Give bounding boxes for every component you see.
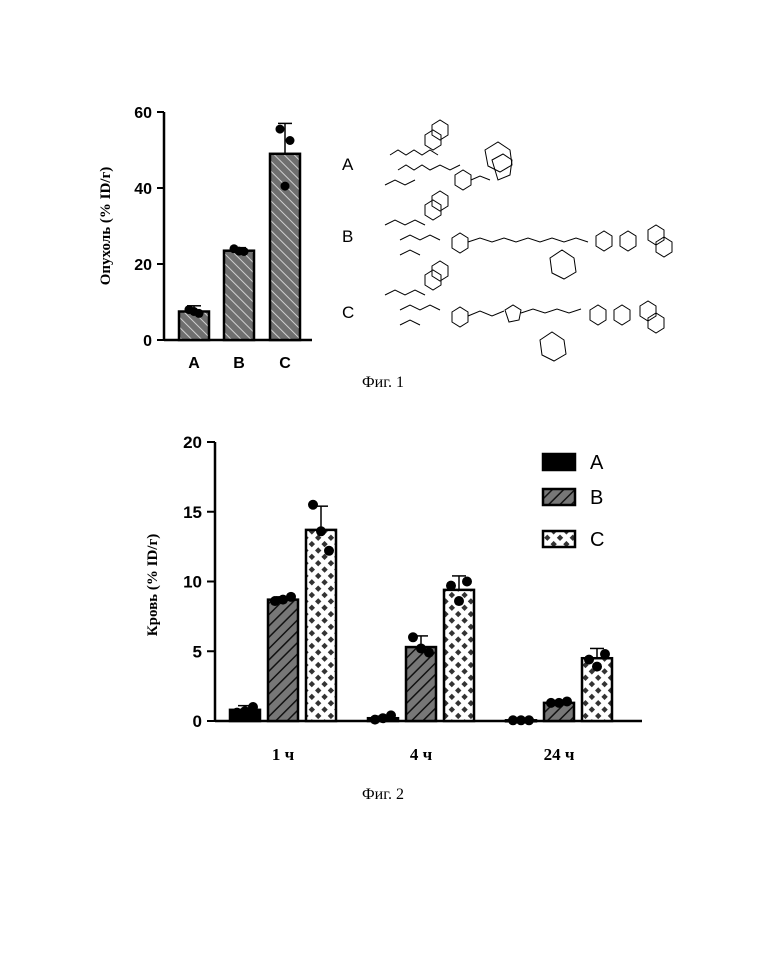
figure2-y-tick-label: 10 bbox=[183, 573, 202, 592]
figure2-bar-C bbox=[444, 590, 474, 721]
legend-label-B: B bbox=[590, 487, 603, 509]
chemical-structure-a bbox=[385, 120, 512, 190]
figure2-data-point bbox=[600, 649, 610, 659]
figure1-y-tick-label: 40 bbox=[134, 181, 152, 198]
legend-swatch-C bbox=[543, 531, 575, 547]
figure2-legend: ABC bbox=[543, 452, 604, 551]
figure2-y-tick-label: 15 bbox=[183, 503, 202, 522]
structure-label-A: A bbox=[342, 155, 354, 174]
legend-swatch-B bbox=[543, 489, 575, 505]
figure2-y-tick-label: 5 bbox=[193, 642, 202, 661]
figure2-data-point bbox=[408, 632, 418, 642]
figure2-data-point bbox=[462, 577, 472, 587]
legend-label-A: A bbox=[590, 452, 604, 474]
figure2-data-point bbox=[316, 526, 326, 536]
figure1-x-label: A bbox=[188, 355, 200, 372]
figure1-data-point bbox=[276, 125, 285, 134]
figure2-bar-B bbox=[268, 600, 298, 721]
figure1-y-ticks: 0 20 40 60 bbox=[134, 105, 164, 350]
figure1-x-labels: A B C bbox=[188, 355, 291, 372]
figure2-y-tick-label: 20 bbox=[183, 433, 202, 452]
figure1-x-label: B bbox=[233, 355, 245, 372]
figure2-data-point bbox=[516, 715, 526, 725]
figure2-data-point bbox=[324, 546, 334, 556]
legend-swatch-A bbox=[543, 454, 575, 470]
figure2-bar-B bbox=[406, 647, 436, 721]
figure2-x-label: 4 ч bbox=[410, 745, 433, 764]
figure2-data-point bbox=[554, 698, 564, 708]
figure1-data-point bbox=[190, 307, 199, 316]
structure-label-B: B bbox=[342, 227, 353, 246]
figure2-data-point bbox=[592, 662, 602, 672]
figure2-data-point bbox=[378, 713, 388, 723]
figure2-y-ticks: 0 5 10 15 20 bbox=[183, 433, 215, 731]
figure1-caption: Фиг. 1 bbox=[362, 374, 404, 392]
figure2-data-point bbox=[278, 595, 288, 605]
figure1-data-point bbox=[281, 182, 290, 191]
figure1-y-tick-label: 20 bbox=[134, 257, 152, 274]
figure2-y-tick-label: 0 bbox=[193, 712, 202, 731]
figure2-x-label: 1 ч bbox=[272, 745, 295, 764]
structure-label-C: C bbox=[342, 303, 354, 322]
chemical-structure-b bbox=[385, 191, 672, 279]
figure2-caption: Фиг. 2 bbox=[362, 786, 404, 804]
figure2-y-axis-label: Кровь (% ID/г) bbox=[145, 534, 161, 637]
figure2-x-label: 24 ч bbox=[544, 745, 575, 764]
figure1-data-point bbox=[286, 136, 295, 145]
figure2-bar-C bbox=[306, 530, 336, 721]
figure1-y-tick-label: 0 bbox=[143, 333, 152, 350]
chemical-structure-c bbox=[385, 261, 664, 361]
figure2-data-point bbox=[454, 596, 464, 606]
figure1-bars bbox=[179, 123, 300, 340]
figure2-data-point bbox=[240, 706, 250, 716]
structure-labels: A B C bbox=[342, 155, 354, 322]
figure1-y-axis-label: Опухоль (% ID/г) bbox=[98, 167, 114, 286]
figure1-x-label: C bbox=[279, 355, 291, 372]
figure2-data-point bbox=[416, 643, 426, 653]
legend-label-C: C bbox=[590, 529, 604, 551]
figure2-data-point bbox=[584, 655, 594, 665]
figure2-data-point bbox=[446, 581, 456, 591]
figure1-data-point bbox=[235, 247, 244, 256]
figure2-x-labels: 1 ч 4 ч 24 ч bbox=[272, 745, 575, 764]
figure1-bar-B bbox=[224, 251, 254, 340]
figure1-y-tick-label: 60 bbox=[134, 105, 152, 122]
figure2-data-point bbox=[308, 500, 318, 510]
